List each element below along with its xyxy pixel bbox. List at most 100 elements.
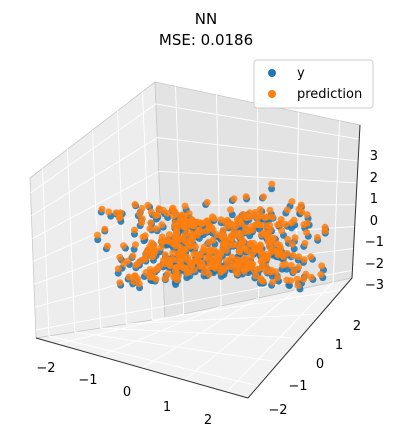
point-prediction — [239, 237, 247, 245]
point-prediction — [173, 270, 181, 278]
point-prediction — [181, 264, 189, 272]
point-prediction — [289, 252, 297, 259]
point-prediction — [313, 234, 321, 241]
point-prediction — [131, 201, 139, 208]
point-prediction — [185, 210, 193, 218]
point-prediction — [303, 229, 311, 236]
point-prediction — [176, 243, 184, 251]
point-prediction — [142, 269, 150, 276]
point-prediction — [243, 247, 251, 255]
grid-line — [30, 103, 157, 194]
y-tick-label: −1 — [288, 379, 307, 394]
y-tick-label: 1 — [335, 338, 343, 353]
point-prediction — [251, 209, 259, 216]
point-prediction — [288, 240, 296, 248]
point-prediction — [144, 201, 152, 209]
point-prediction — [203, 199, 211, 206]
y-tick-labels: −2 −1 0 1 2 — [268, 319, 361, 418]
point-prediction — [283, 206, 291, 214]
point-prediction — [291, 234, 299, 242]
point-prediction — [195, 258, 203, 266]
grid-line — [152, 289, 342, 321]
y-tick-label: −2 — [268, 403, 287, 418]
point-prediction — [131, 272, 139, 280]
point-prediction — [188, 216, 196, 224]
point-prediction — [169, 240, 177, 248]
point-prediction — [158, 221, 166, 229]
z-tick-label: 2 — [370, 171, 378, 186]
point-prediction — [94, 231, 101, 239]
x-tick-label: −2 — [36, 361, 55, 376]
point-prediction — [183, 256, 191, 264]
point-prediction — [169, 249, 177, 257]
point-prediction — [282, 260, 289, 268]
point-prediction — [187, 229, 195, 237]
z-tick-label: −3 — [365, 278, 384, 293]
point-prediction — [151, 247, 159, 255]
point-prediction — [116, 253, 124, 261]
point-prediction — [274, 274, 282, 281]
point-prediction — [132, 241, 139, 249]
point-prediction — [295, 205, 303, 213]
point-prediction — [274, 248, 282, 256]
point-prediction — [190, 266, 198, 274]
point-prediction — [157, 244, 165, 252]
point-prediction — [205, 238, 213, 246]
point-prediction — [257, 242, 264, 250]
point-prediction — [166, 231, 173, 239]
legend: y prediction — [253, 59, 374, 109]
point-prediction — [205, 270, 213, 278]
point-prediction — [318, 262, 326, 270]
point-prediction — [267, 266, 275, 274]
point-prediction — [154, 265, 161, 272]
point-prediction — [147, 219, 155, 227]
point-prediction — [259, 193, 267, 201]
point-prediction — [192, 243, 199, 251]
point-prediction — [116, 213, 124, 221]
point-prediction — [300, 256, 308, 264]
point-prediction — [146, 225, 154, 233]
grid-line — [126, 313, 321, 325]
point-prediction — [227, 232, 235, 240]
point-prediction — [295, 263, 302, 271]
point-prediction — [254, 220, 262, 228]
grid-line — [67, 149, 76, 333]
point-prediction — [193, 229, 201, 237]
point-prediction — [148, 253, 156, 261]
legend-label-y: y — [297, 66, 305, 81]
point-prediction — [172, 233, 180, 241]
y-tick-label: 0 — [316, 357, 324, 372]
x-tick-label: 2 — [204, 413, 212, 428]
point-prediction — [134, 259, 142, 267]
point-prediction — [262, 262, 270, 270]
point-prediction — [232, 268, 240, 276]
point-prediction — [163, 209, 171, 217]
point-prediction — [152, 225, 160, 233]
point-prediction — [246, 209, 254, 217]
point-prediction — [161, 251, 169, 259]
point-prediction — [136, 210, 144, 218]
axes — [35, 124, 361, 399]
point-prediction — [157, 237, 165, 245]
point-prediction — [120, 242, 127, 250]
point-prediction — [146, 242, 154, 250]
y-axis-line — [247, 277, 353, 399]
point-prediction — [141, 253, 149, 261]
legend-marker-y — [268, 69, 276, 77]
point-prediction — [263, 232, 271, 240]
point-prediction — [114, 265, 122, 273]
point-prediction — [230, 195, 238, 203]
point-prediction — [161, 275, 169, 283]
z-tick-label: −2 — [365, 257, 384, 272]
scatter-points — [94, 180, 330, 293]
point-prediction — [254, 214, 262, 222]
point-prediction — [217, 216, 225, 224]
point-prediction — [228, 253, 236, 261]
point-prediction — [250, 243, 258, 251]
point-prediction — [193, 251, 200, 259]
point-prediction — [220, 266, 228, 274]
point-prediction — [270, 234, 278, 242]
point-prediction — [259, 256, 267, 264]
point-prediction — [221, 240, 229, 248]
point-prediction — [236, 216, 243, 224]
